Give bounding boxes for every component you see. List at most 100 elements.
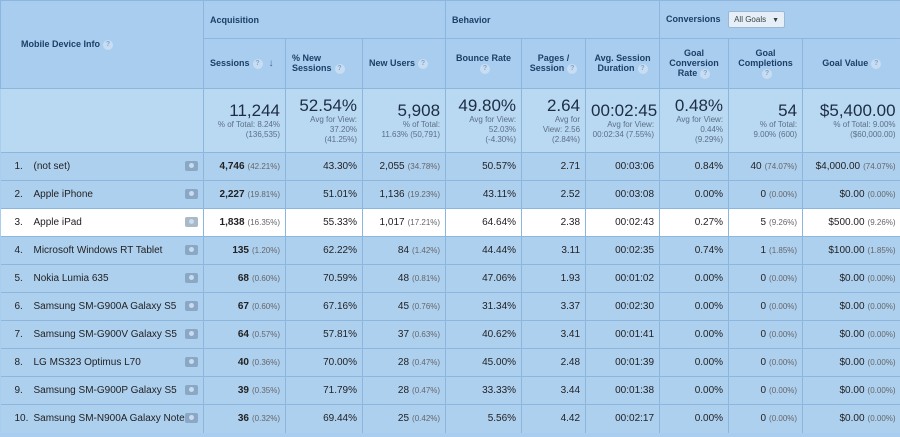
col-pages-session-label: Pages / Session bbox=[529, 53, 570, 74]
device-link[interactable]: (not set) bbox=[28, 152, 204, 181]
mobile-device-info-header[interactable]: Mobile Device Info? bbox=[0, 0, 204, 89]
help-icon[interactable]: ? bbox=[762, 68, 773, 79]
new-users-pct: (0.63%) bbox=[412, 330, 441, 339]
total-conv-sub: Avg for View: bbox=[676, 114, 724, 124]
table-row[interactable]: 8. LG MS323 Optimus L70 40 (0.36%) 70.00%… bbox=[0, 348, 900, 377]
table-row[interactable]: 2. Apple iPhone 2,227 (19.81%) 51.01% 1,1… bbox=[0, 180, 900, 209]
device-link[interactable]: Samsung SM-G900P Galaxy S5 bbox=[28, 376, 204, 405]
device-link[interactable]: Nokia Lumia 635 bbox=[28, 264, 204, 293]
sort-down-icon[interactable]: ↓ bbox=[268, 58, 274, 69]
camera-icon[interactable] bbox=[185, 161, 199, 171]
device-name[interactable]: LG MS323 Optimus L70 bbox=[33, 357, 141, 368]
device-name[interactable]: Samsung SM-G900P Galaxy S5 bbox=[33, 385, 177, 396]
camera-icon[interactable] bbox=[185, 329, 199, 339]
device-name[interactable]: Nokia Lumia 635 bbox=[33, 273, 109, 284]
table-row[interactable]: 9. Samsung SM-G900P Galaxy S5 39 (0.35%) … bbox=[0, 376, 900, 405]
table-body: 1. (not set) 4,746 (42.21%) 43.30% 2,055(… bbox=[0, 152, 900, 433]
camera-icon[interactable] bbox=[185, 385, 199, 395]
camera-icon[interactable] bbox=[185, 217, 199, 227]
goal-value-pct: (0.00%) bbox=[867, 274, 896, 283]
completions-cell: 5 (9.26%) bbox=[728, 208, 803, 237]
new-users-pct: (19.23%) bbox=[407, 190, 441, 199]
col-pages-session[interactable]: Pages / Session? bbox=[521, 38, 586, 89]
conv-rate-cell: 0.74% bbox=[659, 236, 729, 265]
camera-icon[interactable] bbox=[185, 357, 199, 367]
total-goal-completions: 54% of Total: 9.00% (600) bbox=[728, 88, 803, 153]
device-link[interactable]: Samsung SM-N900A Galaxy Note 3 bbox=[28, 404, 204, 433]
device-link[interactable]: Apple iPad bbox=[28, 208, 204, 237]
help-icon[interactable]: ? bbox=[567, 63, 578, 74]
camera-icon[interactable] bbox=[185, 301, 199, 311]
table-row[interactable]: 10. Samsung SM-N900A Galaxy Note 3 36 (0.… bbox=[0, 404, 900, 433]
col-new-users[interactable]: New Users? bbox=[362, 38, 446, 89]
conv-rate-cell: 0.00% bbox=[659, 320, 729, 349]
camera-icon[interactable] bbox=[185, 245, 199, 255]
table-row[interactable]: 1. (not set) 4,746 (42.21%) 43.30% 2,055(… bbox=[0, 152, 900, 181]
completions-value: 40 bbox=[750, 161, 762, 172]
col-avg-session-duration-label: Avg. Session Duration bbox=[594, 53, 651, 74]
col-bounce-rate[interactable]: Bounce Rate? bbox=[445, 38, 522, 89]
help-icon[interactable]: ? bbox=[334, 63, 345, 74]
table-row[interactable]: 5. Nokia Lumia 635 68 (0.60%) 70.59% 48 (0… bbox=[0, 264, 900, 293]
new-users-pct: (0.47%) bbox=[412, 386, 441, 395]
col-goal-conversion-rate-label: Goal Conversion Rate bbox=[669, 48, 719, 79]
device-name[interactable]: Samsung SM-G900V Galaxy S5 bbox=[33, 329, 177, 340]
completions-pct: (0.00%) bbox=[769, 414, 798, 424]
table-row[interactable]: 3. Apple iPad 1,838 (16.35%) 55.33% 1,017… bbox=[0, 208, 900, 237]
col-goal-conversion-rate[interactable]: Goal Conversion Rate? bbox=[659, 38, 729, 89]
device-link[interactable]: Microsoft Windows RT Tablet bbox=[28, 236, 204, 265]
device-name[interactable]: Microsoft Windows RT Tablet bbox=[33, 245, 163, 256]
completions-pct: (0.00%) bbox=[769, 358, 798, 367]
sessions-pct: (16.35%) bbox=[247, 218, 281, 227]
column-header-row: Sessions? ↓ % New Sessions? New Users? Bo… bbox=[1, 38, 900, 89]
help-icon[interactable]: ? bbox=[103, 39, 114, 50]
total-bounce-sub: (-4.30%) bbox=[485, 134, 517, 144]
device-name[interactable]: Samsung SM-G900A Galaxy S5 bbox=[33, 301, 177, 312]
camera-icon[interactable] bbox=[185, 413, 199, 423]
col-goal-value[interactable]: Goal Value? bbox=[802, 38, 900, 89]
bounce-rate-cell: 33.33% bbox=[445, 376, 522, 405]
device-link[interactable]: LG MS323 Optimus L70 bbox=[28, 348, 204, 377]
help-icon[interactable]: ? bbox=[637, 63, 648, 74]
help-icon[interactable]: ? bbox=[418, 58, 429, 69]
device-name[interactable]: Apple iPad bbox=[33, 217, 82, 228]
device-link[interactable]: Samsung SM-G900V Galaxy S5 bbox=[28, 320, 204, 349]
help-icon[interactable]: ? bbox=[700, 68, 711, 79]
device-link[interactable]: Samsung SM-G900A Galaxy S5 bbox=[28, 292, 204, 321]
completions-value: 5 bbox=[760, 217, 767, 228]
help-icon[interactable]: ? bbox=[252, 58, 263, 69]
col-pct-new-sessions[interactable]: % New Sessions? bbox=[285, 38, 363, 89]
device-link[interactable]: Apple iPhone bbox=[28, 180, 204, 209]
row-index: 7. bbox=[0, 320, 29, 349]
total-sessions-sub: % of Total: 8.24% bbox=[217, 119, 281, 129]
device-name[interactable]: Samsung SM-N900A Galaxy Note 3 bbox=[33, 413, 194, 425]
goal-value-value: $0.00 bbox=[839, 301, 865, 312]
table-row[interactable]: 7. Samsung SM-G900V Galaxy S5 64 (0.57%) … bbox=[0, 320, 900, 349]
device-name[interactable]: Apple iPhone bbox=[33, 189, 94, 200]
goal-select-dropdown[interactable]: All Goals ▼ bbox=[728, 11, 786, 28]
new-users-cell: 1,017 (17.21%) bbox=[362, 208, 446, 237]
bounce-rate-cell: 44.44% bbox=[445, 236, 522, 265]
camera-icon[interactable] bbox=[185, 273, 199, 283]
col-goal-completions[interactable]: Goal Completions? bbox=[728, 38, 803, 89]
new-users-cell: 48 (0.81%) bbox=[362, 264, 446, 293]
total-conv-sub: 0.44% bbox=[700, 124, 724, 134]
col-sessions-label: Sessions bbox=[210, 58, 250, 68]
completions-cell: 0 (0.00%) bbox=[728, 348, 803, 377]
total-pages-session: 2.64 Avg for View: 2.56 (2.84%) bbox=[521, 88, 586, 153]
sessions-pct: (0.32%) bbox=[252, 414, 281, 424]
total-goal-value-sub: % of Total: 9.00% bbox=[833, 119, 896, 129]
conversions-group: Conversions All Goals ▼ bbox=[659, 0, 900, 39]
completions-pct: (0.00%) bbox=[769, 190, 798, 199]
help-icon[interactable]: ? bbox=[480, 63, 491, 74]
sessions-value: 64 bbox=[237, 329, 249, 340]
new-users-pct: (0.47%) bbox=[412, 358, 441, 367]
col-sessions[interactable]: Sessions? ↓ bbox=[203, 38, 286, 89]
device-name[interactable]: (not set) bbox=[33, 161, 71, 172]
help-icon[interactable]: ? bbox=[871, 58, 882, 69]
table-row[interactable]: 6. Samsung SM-G900A Galaxy S5 67 (0.60%) … bbox=[0, 292, 900, 321]
col-avg-session-duration[interactable]: Avg. Session Duration? bbox=[585, 38, 660, 89]
camera-icon[interactable] bbox=[185, 189, 199, 199]
bounce-rate-cell: 64.64% bbox=[445, 208, 522, 237]
table-row[interactable]: 4. Microsoft Windows RT Tablet 135 (1.20%… bbox=[0, 236, 900, 265]
